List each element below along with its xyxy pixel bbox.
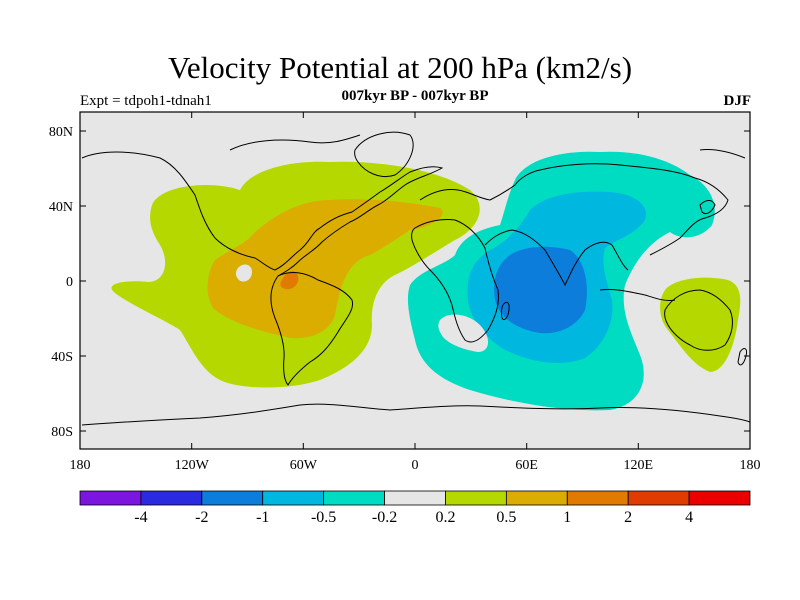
contour-negative-1	[494, 246, 587, 334]
colorbar-swatch	[384, 490, 446, 506]
y-tick-label: 40N	[49, 200, 73, 215]
map-subtitle: 007kyr BP - 007kyr BP	[341, 88, 489, 104]
experiment-label: Expt = tdpoh1-tdnah1	[80, 93, 212, 109]
x-tick-label: 180	[740, 458, 761, 473]
colorbar-label: 4	[685, 509, 693, 526]
season-label: DJF	[723, 93, 752, 109]
colorbar-label: -4	[134, 509, 147, 526]
x-tick-label: 180	[70, 458, 91, 473]
x-tick-label: 120E	[624, 458, 654, 473]
y-axis	[80, 130, 750, 432]
contour-positive-1	[280, 271, 299, 290]
colorbar-label: 0.2	[435, 509, 455, 526]
colorbar-label: -0.5	[311, 509, 336, 526]
colorbar-label: 2	[624, 509, 632, 526]
colorbar-swatch	[323, 490, 385, 506]
colorbar-label: 1	[563, 509, 571, 526]
colorbar-swatch	[201, 490, 264, 506]
colorbar-swatch	[79, 490, 142, 506]
colorbar-label: -0.2	[372, 509, 397, 526]
y-tick-label: 80S	[51, 425, 73, 440]
colorbar-swatch	[140, 490, 203, 506]
colorbar-label: -2	[195, 509, 208, 526]
x-tick-label: 60W	[290, 458, 318, 473]
contour-fields	[111, 151, 741, 411]
colorbar-label: -1	[256, 509, 269, 526]
y-tick-label: 80N	[49, 125, 73, 140]
colorbar-swatch	[627, 490, 690, 506]
contour-neutral-hole	[235, 264, 252, 282]
contour-neutral-hole-africa	[438, 314, 489, 352]
y-tick-label: 0	[66, 275, 73, 290]
colorbar-label: 0.5	[496, 509, 516, 526]
colorbar-swatch	[688, 490, 751, 506]
colorbar-swatch	[566, 490, 629, 506]
colorbar-swatch	[445, 490, 507, 506]
x-tick-label: 120W	[175, 458, 210, 473]
map-title: Velocity Potential at 200 hPa (km2/s)	[167, 50, 633, 85]
colorbar-swatch	[505, 490, 568, 506]
contour-positive-australia	[660, 277, 741, 372]
x-tick-label: 0	[412, 458, 419, 473]
contour-positive-0.5	[207, 199, 443, 339]
x-axis	[79, 112, 751, 449]
colorbar: -4 -2 -1 -0.5 -0.2 0.2 0.5 1 2 4	[79, 490, 751, 526]
y-tick-label: 40S	[51, 350, 73, 365]
colorbar-swatch	[262, 490, 325, 506]
x-tick-label: 60E	[515, 458, 538, 473]
